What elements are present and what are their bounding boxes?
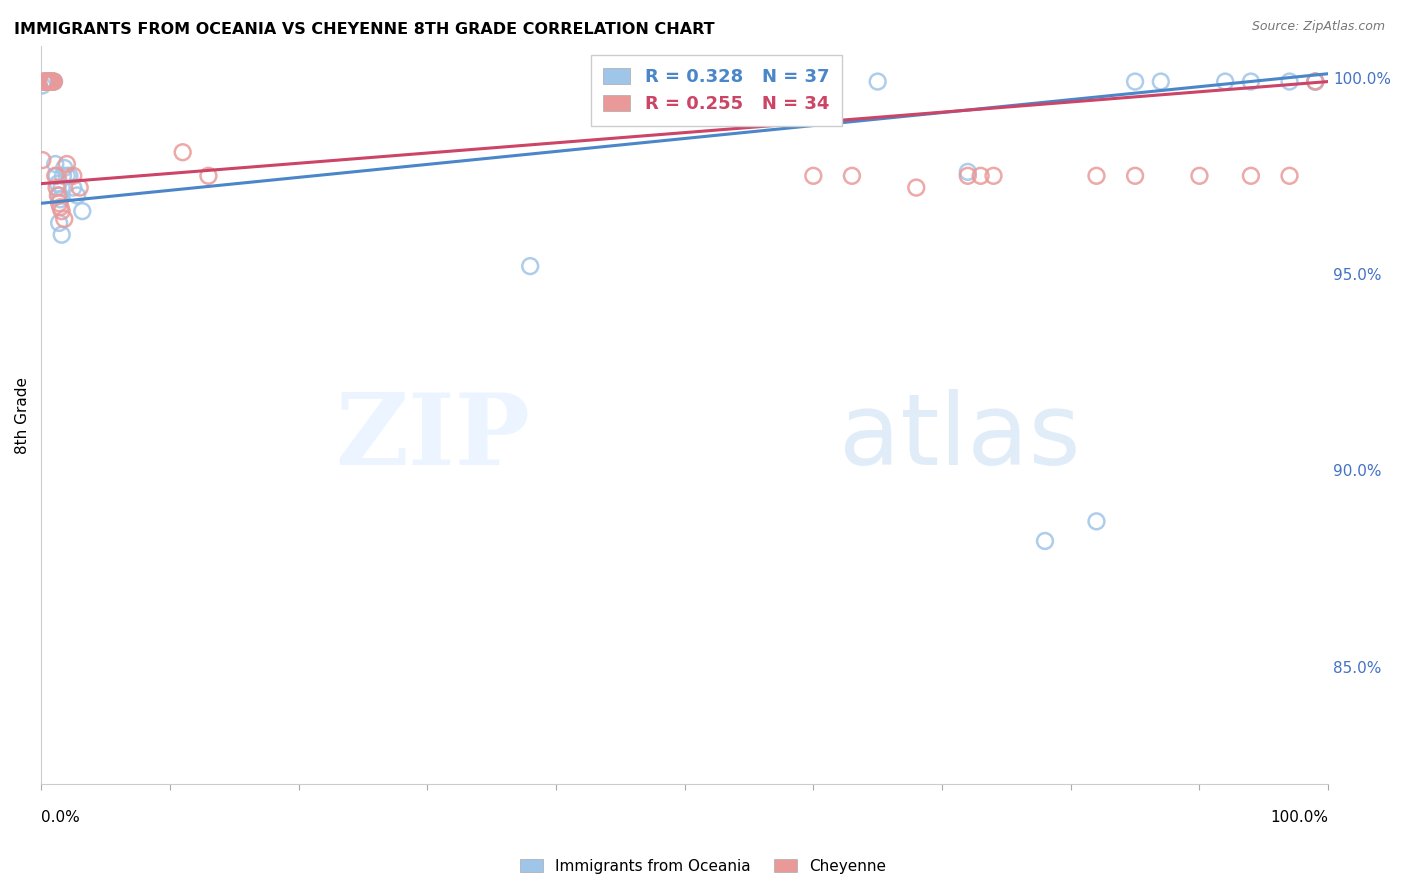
Point [841,169,863,183]
Point [1123,74,1146,88]
Point [1085,514,1108,528]
Text: 100.0%: 100.0% [1270,810,1329,825]
Point [1240,74,1263,88]
Point [38,74,60,88]
Point [51,204,73,219]
Point [41,74,63,88]
Point [41,74,63,88]
Point [69,180,91,194]
Point [58,169,80,183]
Point [48,188,70,202]
Point [38,74,60,88]
Point [197,169,219,183]
Point [956,169,979,183]
Point [41,74,63,88]
Point [56,169,79,183]
Point [1278,169,1301,183]
Point [48,216,70,230]
Point [44,157,66,171]
Point [66,188,89,202]
Point [48,196,70,211]
Point [31,153,53,167]
Legend: Immigrants from Oceania, Cheyenne: Immigrants from Oceania, Cheyenne [515,853,891,880]
Point [49,200,72,214]
Point [983,169,1005,183]
Point [905,180,928,194]
Y-axis label: 8th Grade: 8th Grade [15,376,30,454]
Point [1150,74,1173,88]
Point [42,74,65,88]
Text: IMMIGRANTS FROM OCEANIA VS CHEYENNE 8TH GRADE CORRELATION CHART: IMMIGRANTS FROM OCEANIA VS CHEYENNE 8TH … [14,22,714,37]
Point [35,74,58,88]
Point [1303,74,1326,88]
Point [172,145,194,160]
Text: Source: ZipAtlas.com: Source: ZipAtlas.com [1251,20,1385,33]
Point [46,177,69,191]
Point [37,74,59,88]
Point [37,74,59,88]
Point [34,74,56,88]
Point [956,165,979,179]
Point [53,161,76,175]
Point [35,74,58,88]
Point [801,169,824,183]
Point [1213,74,1236,88]
Point [32,74,55,88]
Point [52,169,75,183]
Text: atlas: atlas [839,389,1081,486]
Point [39,74,62,88]
Point [1278,74,1301,88]
Point [34,74,56,88]
Point [1240,169,1263,183]
Text: 0.0%: 0.0% [41,810,80,825]
Point [866,74,889,88]
Point [32,74,55,88]
Point [45,180,67,194]
Point [56,157,79,171]
Point [31,78,53,93]
Point [1303,74,1326,88]
Point [42,74,65,88]
Point [519,259,541,273]
Text: ZIP: ZIP [335,389,530,486]
Point [49,192,72,206]
Point [1085,169,1108,183]
Point [51,180,73,194]
Legend: R = 0.328   N = 37, R = 0.255   N = 34: R = 0.328 N = 37, R = 0.255 N = 34 [591,55,842,126]
Point [62,169,84,183]
Point [51,227,73,242]
Point [44,169,66,183]
Point [72,204,94,219]
Point [39,74,62,88]
Point [53,212,76,227]
Point [46,188,69,202]
Point [1188,169,1211,183]
Point [1033,533,1056,548]
Point [62,180,84,194]
Point [45,169,67,183]
Point [969,169,991,183]
Point [41,74,63,88]
Point [1303,74,1326,88]
Point [1123,169,1146,183]
